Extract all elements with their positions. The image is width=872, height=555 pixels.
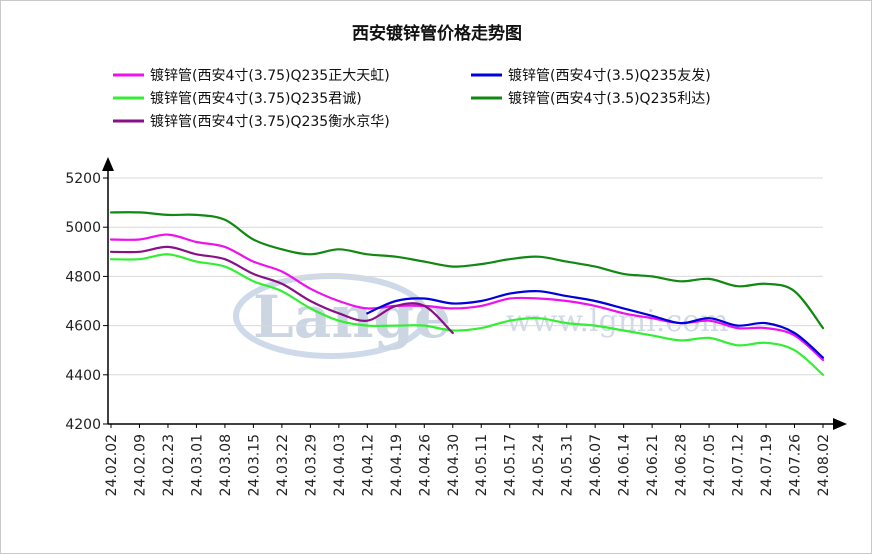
x-tick-label: 24.02.23 <box>161 434 177 496</box>
x-tick-label: 24.03.08 <box>218 434 234 496</box>
x-tick-label: 24.03.15 <box>246 434 262 496</box>
x-tick-label: 24.04.12 <box>360 434 376 496</box>
x-tick-label: 24.06.14 <box>617 434 633 496</box>
x-tick-label: 24.02.02 <box>104 434 120 496</box>
x-axis-arrow <box>833 418 847 430</box>
x-tick-label: 24.04.03 <box>332 434 348 496</box>
legend-label: 镀锌管(西安4寸(3.5)Q235利达) <box>508 90 711 107</box>
x-tick-label: 24.04.26 <box>417 434 433 496</box>
x-tick-label: 24.02.09 <box>132 434 148 496</box>
y-tick-label: 5200 <box>65 171 101 187</box>
x-tick-label: 24.04.19 <box>389 434 405 496</box>
series-line-2 <box>366 290 825 359</box>
series-line-5 <box>109 245 454 335</box>
x-tick-label: 24.07.19 <box>759 434 775 496</box>
y-tick-label: 5000 <box>65 220 101 236</box>
axes <box>102 157 847 430</box>
y-tick-label: 4600 <box>65 319 101 335</box>
chart-title: 西安镀锌管价格走势图 <box>352 23 522 44</box>
x-tick-label: 24.05.17 <box>503 434 519 496</box>
series-line-1 <box>109 233 825 362</box>
x-tick-label: 24.05.11 <box>474 434 490 496</box>
watermark: Lange www.lgmi.com <box>233 273 729 359</box>
y-tick-labels: 4200 4400 4600 4800 5000 5200 <box>65 171 108 433</box>
x-tick-label: 24.07.05 <box>702 434 718 496</box>
x-tick-label: 24.04.30 <box>446 434 462 496</box>
legend-label: 镀锌管(西安4寸(3.5)Q235友发) <box>508 67 711 84</box>
x-tick-label: 24.05.31 <box>560 434 576 496</box>
legend-label: 镀锌管(西安4寸(3.75)Q235君诚) <box>150 90 362 107</box>
x-tick-label: 24.06.21 <box>645 434 661 496</box>
y-tick-label: 4200 <box>65 417 101 433</box>
x-tick-label: 24.06.07 <box>588 434 604 496</box>
watermark-logo: Lange <box>253 283 451 351</box>
x-tick-label: 24.07.12 <box>731 434 747 496</box>
x-tick-label: 24.08.02 <box>816 434 832 496</box>
y-tick-label: 4800 <box>65 269 101 285</box>
grid <box>108 177 823 376</box>
x-tick-label: 24.03.29 <box>303 434 319 496</box>
x-tick-label: 24.07.26 <box>788 434 804 496</box>
x-tick-label: 24.03.22 <box>275 434 291 496</box>
legend-label: 镀锌管(西安4寸(3.75)Q235衡水京华) <box>150 113 390 130</box>
series-layer <box>109 211 825 376</box>
x-tick-label: 24.06.28 <box>674 434 690 496</box>
series-line-3 <box>109 253 825 376</box>
x-tick-labels: 24.02.02 24.02.09 24.02.23 24.03.01 24.03.08… <box>104 424 832 496</box>
x-tick-label: 24.03.01 <box>189 434 205 496</box>
series-line-4 <box>109 211 825 330</box>
y-tick-label: 4400 <box>65 368 101 384</box>
legend-label: 镀锌管(西安4寸(3.75)Q235正大天虹) <box>150 67 390 84</box>
x-tick-label: 24.05.24 <box>531 434 547 496</box>
y-axis-arrow <box>102 157 114 171</box>
legend: 镀锌管(西安4寸(3.75)Q235正大天虹) 镀锌管(西安4寸(3.5)Q235… <box>113 67 711 130</box>
